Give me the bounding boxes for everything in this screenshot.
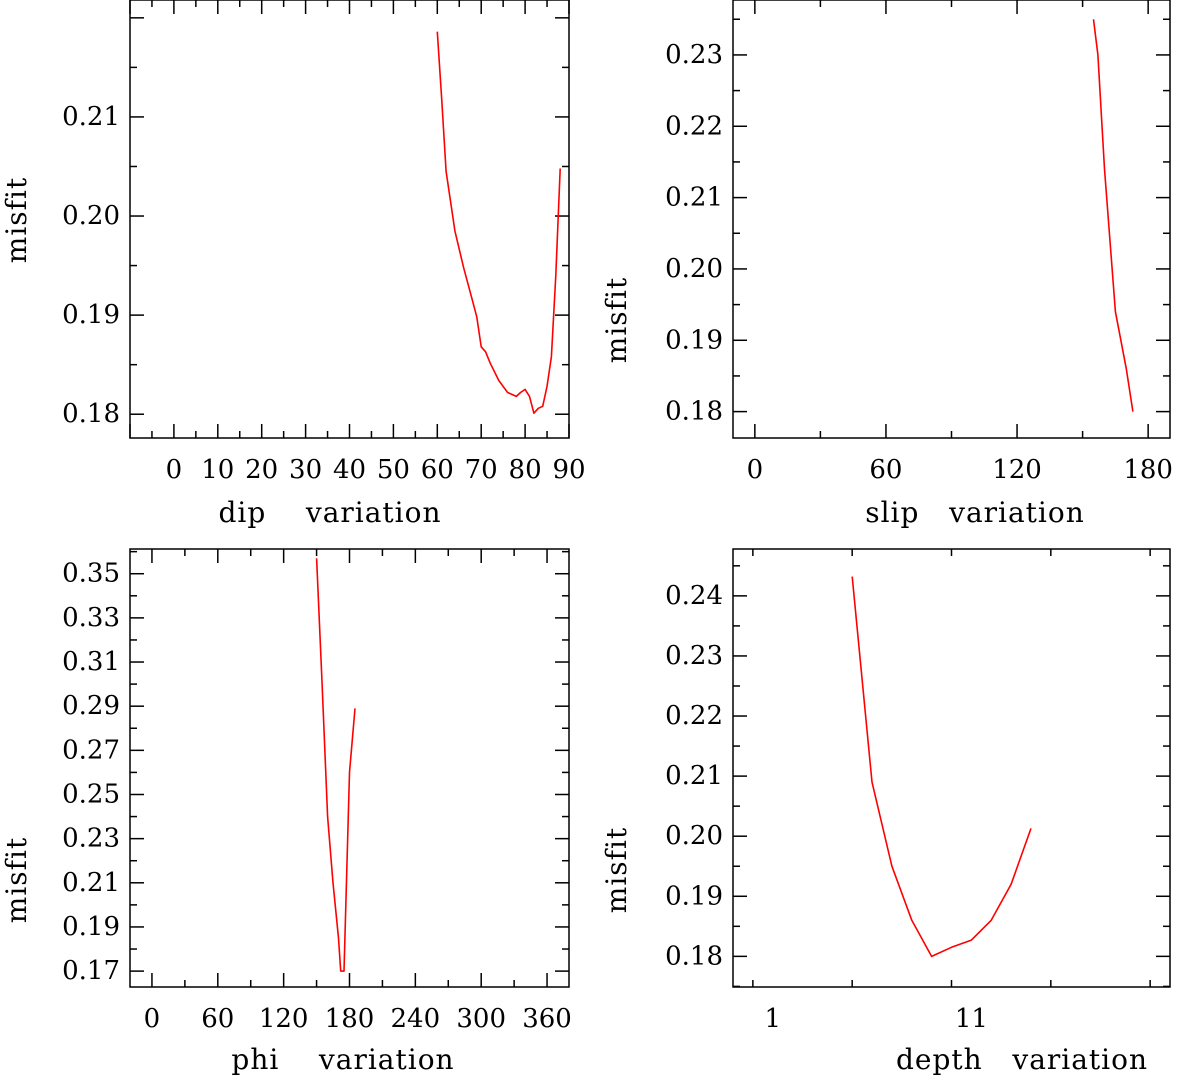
y-tick-label: 0.20 (665, 821, 723, 851)
x-tick-label: 50 (377, 455, 410, 485)
y-tick-label: 0.25 (62, 779, 120, 809)
x-tick-label: 90 (552, 455, 585, 485)
x-tick-label: 240 (391, 1004, 441, 1034)
y-tick-label: 0.35 (62, 559, 120, 589)
y-axis-label: misfit (0, 177, 33, 263)
x-tick-label: 0 (166, 455, 183, 485)
y-tick-label: 0.31 (62, 647, 120, 677)
x-tick-label: 60 (201, 1004, 234, 1034)
y-axis-label: misfit (600, 827, 633, 913)
plot-panel-2: 0 60 120 180 0.18 0.19 0.20 0.21 0.22 0.23 slip va… (600, 0, 1173, 529)
y-axis-label: misfit (600, 277, 633, 363)
plot-frame (732, 0, 1171, 439)
y-tick-label: 0.24 (665, 581, 723, 611)
x-tick-label: 70 (465, 455, 498, 485)
x-tick-label: 11 (955, 1004, 988, 1034)
series-line (851, 576, 1032, 958)
y-tick-label: 0.22 (665, 701, 723, 731)
y-tick-label: 0.29 (62, 691, 120, 721)
y-tick-label: 0.27 (62, 735, 120, 765)
series-line (436, 31, 561, 415)
x-tick-label: 1 (764, 1004, 781, 1034)
x-tick-label: 0 (144, 1004, 161, 1034)
x-tick-label: 30 (289, 455, 322, 485)
x-tick-label: 180 (325, 1004, 375, 1034)
y-tick-label: 0.19 (62, 912, 120, 942)
y-tick-label: 0.21 (62, 102, 120, 132)
x-tick-label: 300 (456, 1004, 506, 1034)
x-tick-label: 60 (869, 455, 902, 485)
x-tick-label: 180 (1123, 455, 1173, 485)
y-tick-label: 0.19 (665, 325, 723, 355)
x-tick-label: 60 (421, 455, 454, 485)
y-tick-label: 0.19 (62, 300, 120, 330)
y-tick-label: 0.20 (665, 254, 723, 284)
plot-panel-3: 0 60 120 180 240 300 360 0.17 0.19 0.21 0.23 0.25 0.… (0, 548, 572, 1076)
x-axis-label: depth variation (896, 1043, 1148, 1076)
x-tick-label: 120 (259, 1004, 309, 1034)
y-tick-label: 0.18 (665, 941, 723, 971)
x-axis-label: phi variation (231, 1043, 454, 1076)
x-axis-label: dip variation (218, 496, 441, 529)
y-tick-label: 0.23 (665, 40, 723, 70)
plot-frame (732, 548, 1171, 988)
y-tick-label: 0.23 (665, 641, 723, 671)
y-tick-label: 0.23 (62, 824, 120, 854)
series-line (315, 558, 356, 972)
x-axis-label: slip variation (865, 496, 1085, 529)
y-tick-label: 0.21 (62, 868, 120, 898)
plot-frame (129, 0, 570, 439)
y-tick-label: 0.19 (665, 881, 723, 911)
y-tick-label: 0.21 (665, 761, 723, 791)
y-tick-label: 0.17 (62, 956, 120, 986)
plot-panel-1: 0 10 20 30 40 50 60 70 80 90 0.18 0.19 0.20 0.21 dip v… (0, 0, 586, 529)
y-axis-label: misfit (0, 837, 33, 923)
x-tick-label: 20 (245, 455, 278, 485)
x-tick-label: 10 (201, 455, 234, 485)
series-line (1092, 19, 1134, 412)
y-tick-label: 0.20 (62, 201, 120, 231)
x-tick-label: 80 (509, 455, 542, 485)
y-tick-label: 0.22 (665, 111, 723, 141)
y-tick-label: 0.18 (665, 397, 723, 427)
x-tick-label: 360 (522, 1004, 572, 1034)
y-tick-label: 0.21 (665, 183, 723, 213)
y-tick-label: 0.18 (62, 399, 120, 429)
y-tick-label: 0.33 (62, 603, 120, 633)
x-tick-label: 120 (992, 455, 1042, 485)
x-tick-label: 0 (747, 455, 764, 485)
x-tick-label: 40 (333, 455, 366, 485)
